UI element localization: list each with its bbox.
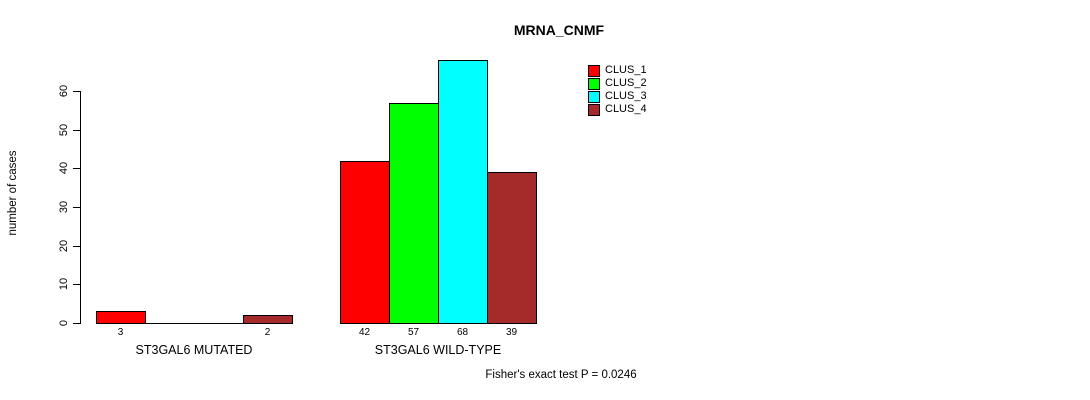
legend-row: CLUS_2 — [588, 77, 647, 90]
y-axis-tick — [73, 323, 80, 324]
bar-value-label: 39 — [505, 327, 518, 338]
bar-value-label: 2 — [264, 327, 271, 338]
y-axis-tick — [73, 246, 80, 247]
legend-label: CLUS_1 — [605, 64, 647, 76]
bar-value-label: 68 — [456, 327, 469, 338]
bar-clus_4-mutated — [243, 315, 293, 324]
legend-row: CLUS_3 — [588, 90, 647, 103]
group-baseline — [96, 323, 293, 324]
y-axis-tick-label: 0 — [58, 319, 70, 327]
y-axis-tick — [73, 130, 80, 131]
y-axis-tick-label: 10 — [58, 277, 70, 291]
fisher-test-annotation: Fisher's exact test P = 0.0246 — [485, 369, 637, 381]
y-axis-tick-label: 30 — [58, 200, 70, 214]
bar-clus_1-mutated — [96, 311, 146, 324]
category-label-wild-type: ST3GAL6 WILD-TYPE — [374, 343, 502, 357]
legend-label: CLUS_4 — [605, 103, 647, 115]
category-label-mutated: ST3GAL6 MUTATED — [135, 343, 253, 357]
legend-row: CLUS_4 — [588, 103, 647, 116]
y-axis-tick — [73, 207, 80, 208]
y-axis-tick — [73, 168, 80, 169]
legend: CLUS_1 CLUS_2 CLUS_3 CLUS_4 — [588, 64, 647, 116]
bar-clus_2-wild-type — [389, 103, 439, 324]
legend-swatch-clus_3 — [588, 90, 600, 103]
bar-value-label: 42 — [358, 327, 371, 338]
bar-value-label: 3 — [117, 327, 124, 338]
chart-title: MRNA_CNMF — [513, 22, 605, 38]
legend-swatch-clus_2 — [588, 77, 600, 90]
legend-label: CLUS_3 — [605, 90, 647, 102]
legend-row: CLUS_1 — [588, 64, 647, 77]
legend-label: CLUS_2 — [605, 77, 647, 89]
y-axis-title: number of cases — [7, 150, 19, 236]
y-axis-tick-label: 20 — [58, 239, 70, 253]
y-axis-line — [80, 91, 81, 324]
y-axis-tick-label: 50 — [58, 123, 70, 137]
y-axis-tick-label: 60 — [58, 84, 70, 98]
legend-swatch-clus_4 — [588, 103, 600, 116]
bar-clus_4-wild-type — [487, 172, 537, 324]
bar-clus_1-wild-type — [340, 161, 390, 324]
bar-clus_3-wild-type — [438, 60, 488, 324]
y-axis-tick-label: 40 — [58, 161, 70, 175]
legend-swatch-clus_1 — [588, 64, 600, 77]
bar-value-label: 57 — [407, 327, 420, 338]
y-axis-tick — [73, 91, 80, 92]
y-axis-tick — [73, 284, 80, 285]
